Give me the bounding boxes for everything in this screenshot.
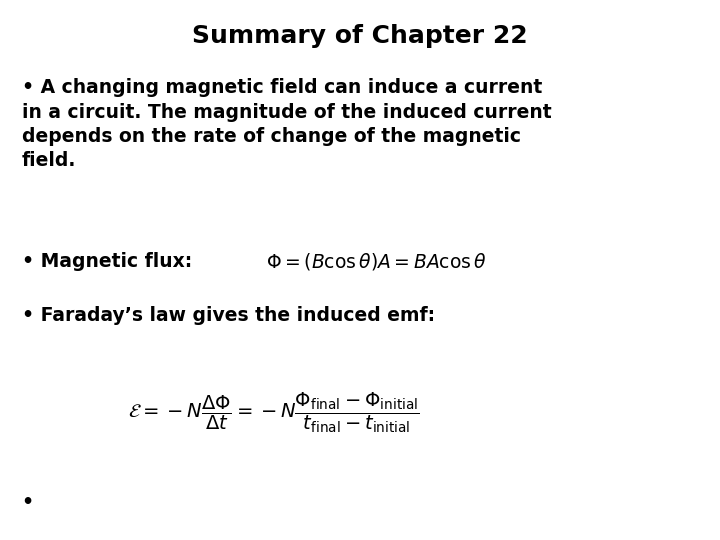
Text: Summary of Chapter 22: Summary of Chapter 22 bbox=[192, 24, 528, 48]
Text: $\mathcal{E} = -N\dfrac{\Delta\Phi}{\Delta t} = -N\dfrac{\Phi_{\mathrm{final}} -: $\mathcal{E} = -N\dfrac{\Delta\Phi}{\Del… bbox=[127, 391, 420, 435]
Text: • Magnetic flux:: • Magnetic flux: bbox=[22, 252, 192, 272]
Text: $\Phi = (B\cos\theta)A = BA\cos\theta$: $\Phi = (B\cos\theta)A = BA\cos\theta$ bbox=[266, 252, 487, 272]
Text: • A changing magnetic field can induce a current
in a circuit. The magnitude of : • A changing magnetic field can induce a… bbox=[22, 78, 552, 170]
Text: • Faraday’s law gives the induced emf:: • Faraday’s law gives the induced emf: bbox=[22, 306, 435, 326]
Text: •: • bbox=[22, 492, 34, 512]
